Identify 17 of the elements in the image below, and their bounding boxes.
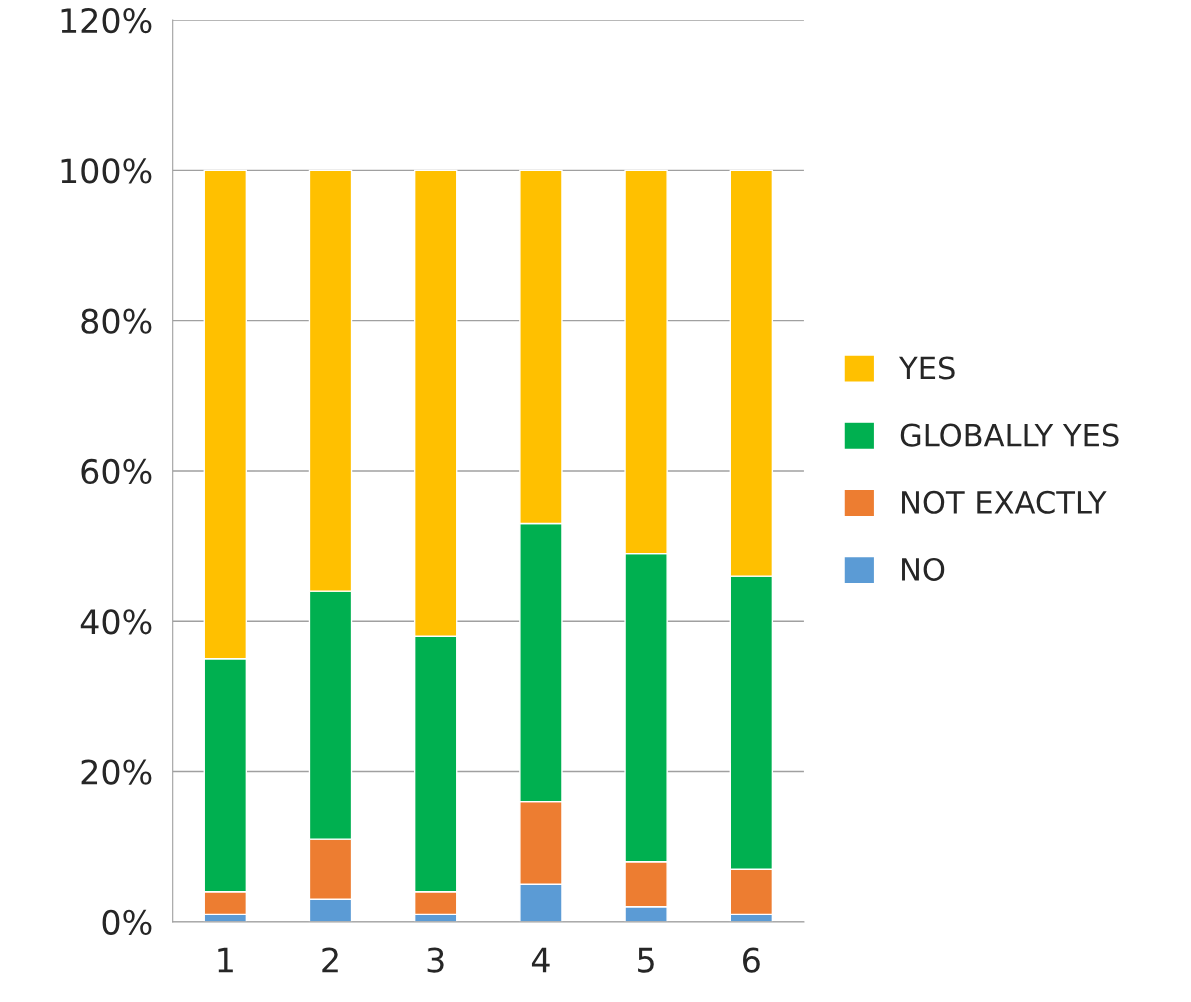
- legend-label: NOT EXACTLY: [902, 490, 1107, 514]
- y-tick-label: 120%: [61, 7, 152, 34]
- y-tick-label: 40%: [80, 609, 152, 635]
- x-tick-label: 6: [743, 947, 760, 973]
- y-tick-label: 0%: [102, 909, 152, 935]
- x-tick-label: 2: [322, 947, 338, 973]
- legend-label: YES: [898, 356, 955, 380]
- x-tick-label: 3: [427, 947, 444, 973]
- y-tick-label: 80%: [81, 308, 152, 334]
- legend-label: GLOBALLY YES: [900, 423, 1119, 447]
- x-tick-label: 1: [218, 947, 233, 973]
- y-tick-label: 20%: [81, 759, 152, 785]
- y-tick-label: 60%: [81, 458, 152, 485]
- y-tick-label: 100%: [61, 158, 152, 184]
- legend-label: NO: [902, 557, 945, 582]
- x-tick-label: 5: [638, 947, 654, 973]
- x-tick-label: 4: [531, 947, 550, 973]
